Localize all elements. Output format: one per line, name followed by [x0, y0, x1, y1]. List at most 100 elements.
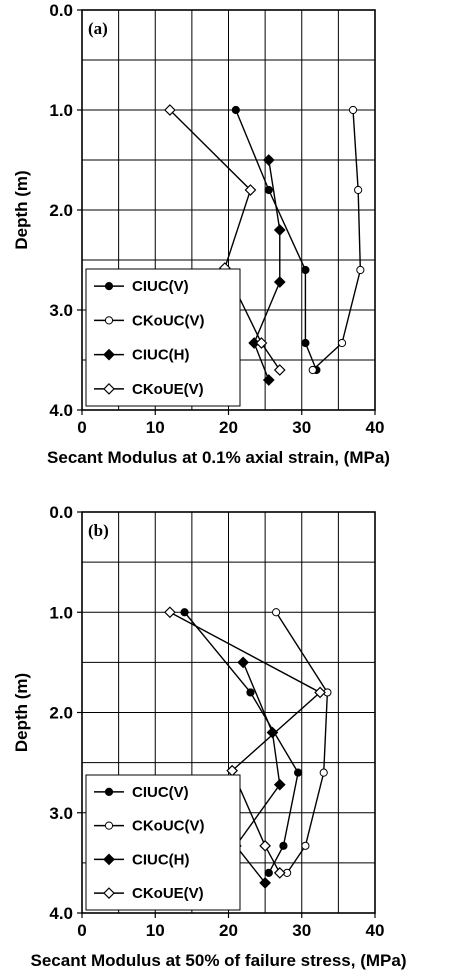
- data-point: [272, 608, 281, 617]
- x-tick-label: 10: [146, 921, 165, 940]
- y-tick-label: 1.0: [49, 603, 73, 622]
- data-point: [356, 265, 365, 275]
- series-line: [234, 662, 281, 884]
- data-point: [104, 821, 114, 830]
- legend-label: CKoUE(V): [132, 381, 204, 398]
- x-tick-label: 30: [292, 921, 311, 940]
- x-tick-label: 20: [219, 921, 238, 940]
- y-tick-label: 3.0: [49, 301, 73, 320]
- series-ckoucv: [272, 608, 332, 878]
- data-point: [273, 224, 286, 236]
- panel-b: 0 10 20 30 40 0.0 1.0 2.0 3.0 4.0 Secant Modulus a…: [12, 503, 406, 970]
- series-ckouev: [164, 606, 326, 879]
- panel-a-legend: CIUC(V) CKoUC(V) CIUC(H) CKoUE(V): [85, 268, 241, 407]
- legend-item: CKoUE(V): [94, 381, 204, 398]
- x-tick-label: 40: [366, 418, 385, 437]
- y-axis-label: Depth (m): [12, 673, 31, 752]
- data-point: [104, 282, 114, 291]
- legend-box: [85, 268, 241, 407]
- data-point: [180, 608, 189, 617]
- legend-item: CIUC(H): [94, 347, 190, 364]
- legend-item: CKoUE(V): [94, 885, 204, 902]
- data-point: [301, 265, 310, 275]
- data-point: [279, 841, 288, 850]
- data-point: [308, 365, 317, 375]
- data-point: [103, 853, 115, 866]
- data-point: [244, 184, 257, 196]
- data-point: [273, 364, 286, 376]
- x-tick-label: 0: [77, 921, 86, 940]
- legend-item: CKoUC(V): [94, 312, 205, 329]
- legend-item: CKoUC(V): [94, 818, 205, 835]
- y-tick-label: 2.0: [49, 201, 73, 220]
- series-ciucv: [180, 608, 303, 878]
- data-point: [273, 867, 286, 879]
- x-tick-label: 10: [146, 418, 165, 437]
- data-point: [103, 383, 115, 395]
- series-ciuch: [248, 154, 286, 386]
- y-tick-label: 0.0: [49, 503, 73, 522]
- data-point: [266, 726, 279, 739]
- data-point: [231, 105, 240, 115]
- legend-label: CKoUC(V): [132, 818, 205, 835]
- series-ciuch: [229, 656, 286, 889]
- x-tick-label: 30: [292, 418, 311, 437]
- data-point: [103, 887, 115, 899]
- y-tick-label: 2.0: [49, 704, 73, 723]
- data-point: [237, 656, 249, 669]
- data-point: [104, 787, 114, 796]
- data-point: [301, 841, 310, 850]
- data-point: [273, 276, 286, 288]
- legend-box: [85, 774, 241, 911]
- panel-label: (a): [88, 19, 108, 38]
- legend-item: CIUC(V): [94, 784, 189, 801]
- y-tick-label: 1.0: [49, 101, 73, 120]
- data-point: [319, 768, 328, 777]
- x-tick-label: 40: [366, 921, 385, 940]
- data-point: [262, 154, 275, 166]
- panel-label: (b): [88, 521, 109, 540]
- data-point: [103, 348, 115, 361]
- x-tick-label: 0: [77, 418, 86, 437]
- data-point: [264, 868, 273, 878]
- panel-b-legend: CIUC(V) CKoUC(V) CIUC(H) CKoUE(V): [85, 774, 241, 911]
- legend-label: CIUC(H): [132, 851, 190, 868]
- data-point: [259, 877, 271, 889]
- x-tick-label: 20: [219, 418, 238, 437]
- data-point: [301, 338, 310, 348]
- data-point: [164, 606, 176, 619]
- legend-label: CKoUE(V): [132, 885, 204, 902]
- data-point: [262, 374, 275, 386]
- y-tick-label: 0.0: [49, 1, 73, 20]
- legend-item: CIUC(H): [94, 851, 190, 868]
- legend-label: CIUC(H): [132, 347, 190, 364]
- x-axis-label: Secant Modulus at 0.1% axial strain, (MP…: [47, 448, 390, 467]
- series-ckoucv: [308, 105, 365, 375]
- series-line: [235, 109, 318, 371]
- legend-label: CKoUC(V): [132, 312, 205, 329]
- y-axis-label: Depth (m): [12, 170, 31, 249]
- data-point: [354, 185, 363, 195]
- y-tick-label: 4.0: [49, 401, 73, 420]
- data-point: [348, 105, 358, 115]
- panel-a: 0 10 20 30 40 0.0 1.0 2.0 3.0 4.0 Secant Modulus a…: [12, 1, 390, 467]
- data-point: [264, 185, 273, 195]
- legend-label: CIUC(V): [132, 784, 189, 801]
- y-tick-label: 3.0: [49, 804, 73, 823]
- data-point: [255, 337, 268, 349]
- data-point: [337, 338, 347, 348]
- series-ciucv: [231, 105, 321, 375]
- data-point: [104, 316, 114, 325]
- data-point: [273, 778, 286, 791]
- y-tick-label: 4.0: [49, 904, 73, 923]
- legend-item: CIUC(V): [94, 278, 189, 295]
- data-point: [293, 768, 303, 777]
- legend-label: CIUC(V): [132, 278, 189, 295]
- data-point: [314, 686, 326, 699]
- x-axis-label: Secant Modulus at 50% of failure stress,…: [31, 951, 407, 970]
- data-point: [164, 104, 176, 116]
- data-point: [246, 688, 255, 697]
- series-line: [312, 109, 362, 371]
- data-point: [259, 839, 271, 852]
